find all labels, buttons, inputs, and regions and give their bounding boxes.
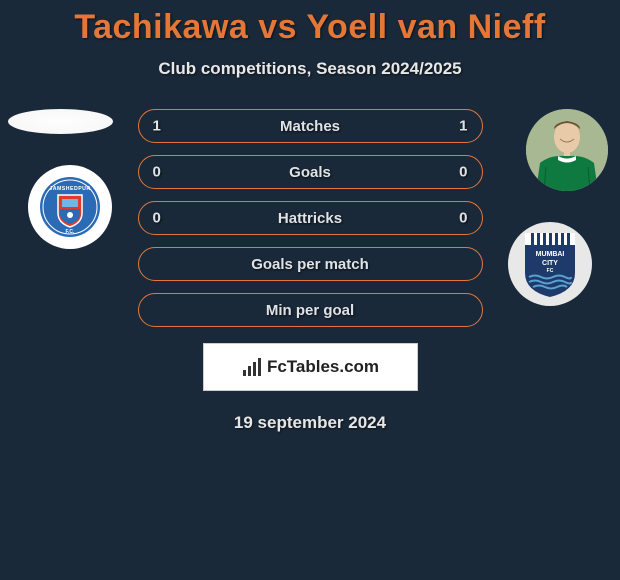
comparison-area: JAMSHEDPUR F.C. MUMBAI CI	[0, 109, 620, 433]
club-left-logo: JAMSHEDPUR F.C.	[28, 165, 112, 249]
stats-list: 1 Matches 1 0 Goals 0 0 Hattricks 0 Goal…	[138, 109, 483, 327]
infographic-container: Tachikawa vs Yoell van Nieff Club compet…	[0, 0, 620, 433]
stat-right-value: 0	[459, 210, 467, 227]
stat-row-goals: 0 Goals 0	[138, 155, 483, 189]
stat-row-matches: 1 Matches 1	[138, 109, 483, 143]
stat-label: Matches	[280, 118, 340, 135]
stat-label: Goals	[289, 164, 331, 181]
mumbai-city-badge-icon: MUMBAI CITY FC	[521, 229, 579, 299]
svg-text:MUMBAI: MUMBAI	[536, 251, 565, 258]
stat-row-hattricks: 0 Hattricks 0	[138, 201, 483, 235]
stat-row-goals-per-match: Goals per match	[138, 247, 483, 281]
date-text: 19 september 2024	[0, 413, 620, 433]
stat-right-value: 0	[459, 164, 467, 181]
stat-left-value: 0	[153, 164, 161, 181]
stat-left-value: 1	[153, 118, 161, 135]
svg-text:FC: FC	[547, 268, 554, 274]
player-left-avatar	[8, 109, 113, 134]
stat-right-value: 1	[459, 118, 467, 135]
stat-label: Hattricks	[278, 210, 342, 227]
svg-text:F.C.: F.C.	[66, 229, 76, 235]
stat-label: Min per goal	[266, 302, 354, 319]
svg-text:CITY: CITY	[542, 260, 558, 267]
svg-text:JAMSHEDPUR: JAMSHEDPUR	[49, 186, 90, 192]
club-right-logo: MUMBAI CITY FC	[508, 222, 592, 306]
stat-label: Goals per match	[251, 256, 369, 273]
stat-left-value: 0	[153, 210, 161, 227]
subtitle: Club competitions, Season 2024/2025	[0, 59, 620, 79]
brand-box: FcTables.com	[203, 343, 418, 391]
player-right-avatar	[526, 109, 608, 191]
brand-chart-icon	[241, 356, 263, 378]
jamshedpur-badge-icon: JAMSHEDPUR F.C.	[38, 175, 102, 239]
stat-row-min-per-goal: Min per goal	[138, 293, 483, 327]
player-right-portrait-icon	[526, 109, 608, 191]
page-title: Tachikawa vs Yoell van Nieff	[0, 8, 620, 47]
brand-text: FcTables.com	[267, 357, 379, 377]
